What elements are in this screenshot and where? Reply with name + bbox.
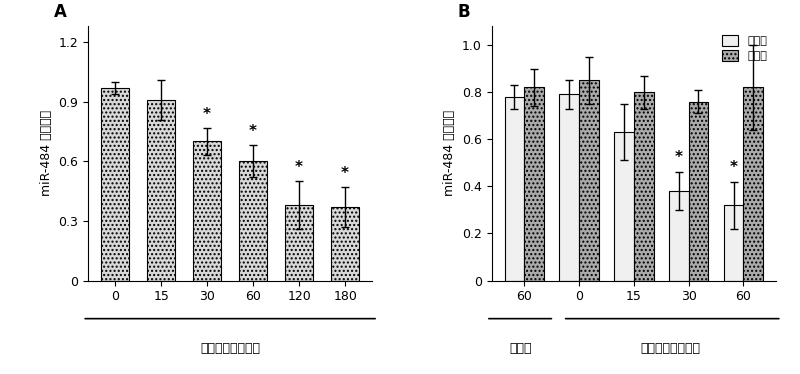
Text: A: A bbox=[54, 3, 66, 21]
Text: 缺血时间（分钟）: 缺血时间（分钟） bbox=[641, 341, 701, 355]
Text: B: B bbox=[458, 3, 470, 21]
Legend: 危险区, 远端区: 危险区, 远端区 bbox=[718, 32, 770, 65]
Bar bbox=[101, 88, 130, 280]
Text: *: * bbox=[674, 150, 682, 165]
Bar bbox=[614, 132, 634, 280]
Bar bbox=[669, 191, 689, 280]
Text: 缺氧时间（分钟）: 缺氧时间（分钟） bbox=[200, 341, 260, 355]
Bar bbox=[524, 88, 544, 280]
Bar bbox=[193, 141, 222, 280]
Y-axis label: miR-484 表达水平: miR-484 表达水平 bbox=[443, 110, 457, 196]
Bar bbox=[147, 100, 175, 280]
Text: *: * bbox=[203, 107, 211, 122]
Bar bbox=[689, 101, 708, 280]
Text: *: * bbox=[295, 160, 303, 175]
Bar bbox=[505, 97, 524, 280]
Bar bbox=[743, 88, 763, 280]
Y-axis label: miR-484 表达水平: miR-484 表达水平 bbox=[40, 110, 53, 196]
Text: *: * bbox=[341, 166, 349, 181]
Text: *: * bbox=[730, 160, 738, 175]
Text: 对照组: 对照组 bbox=[509, 341, 531, 355]
Text: *: * bbox=[249, 125, 257, 140]
Bar bbox=[331, 207, 359, 280]
Bar bbox=[579, 80, 599, 280]
Bar bbox=[634, 92, 654, 280]
Bar bbox=[285, 205, 314, 280]
Bar bbox=[724, 205, 743, 280]
Bar bbox=[239, 161, 267, 280]
Bar bbox=[559, 95, 579, 280]
